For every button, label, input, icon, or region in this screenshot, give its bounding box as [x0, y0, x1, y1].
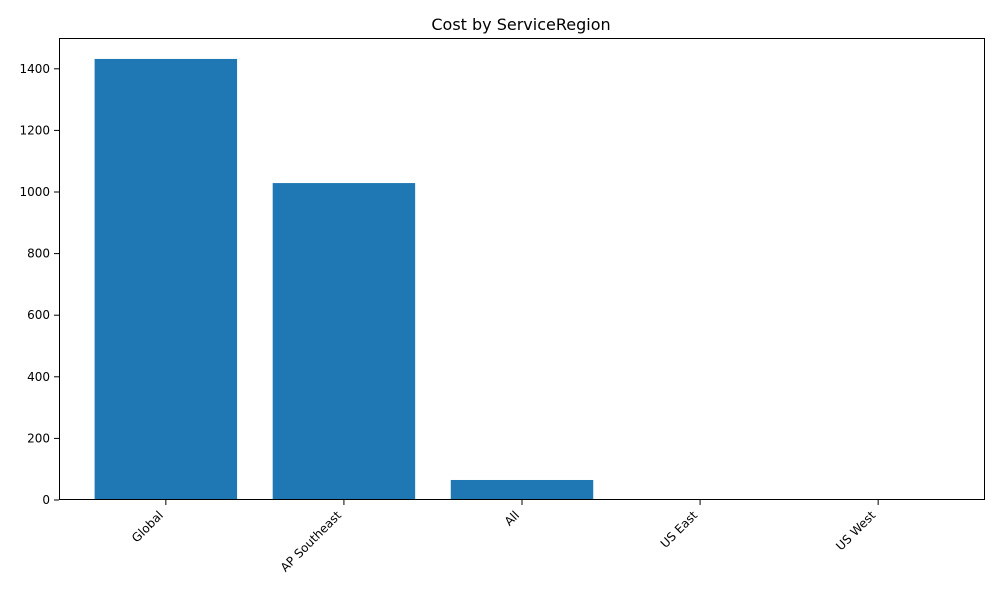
x-tick-label: US East [658, 508, 701, 551]
y-axis: 0 200 400 600 800 1000 1200 1400 [19, 62, 59, 507]
x-tick-label: US West [833, 508, 878, 553]
y-tick-label: 1200 [19, 123, 50, 137]
x-tick-label: All [502, 508, 522, 528]
y-tick-label: 1000 [19, 185, 50, 199]
bar-global [94, 58, 238, 500]
x-axis: Global AP Southeast All US East US West [129, 500, 879, 575]
y-tick-label: 400 [27, 370, 50, 384]
plot-frame [59, 38, 985, 500]
bars-layer [94, 58, 594, 500]
bar-ap-southeast [272, 183, 416, 500]
x-tick-label: Global [129, 508, 166, 545]
y-tick-label: 600 [27, 308, 50, 322]
y-tick-label: 1400 [19, 62, 50, 76]
y-tick-label: 0 [42, 493, 50, 507]
y-tick-label: 200 [27, 431, 50, 445]
bar-all [450, 479, 594, 500]
x-tick-label: AP Southeast [278, 508, 345, 575]
y-tick-label: 800 [27, 247, 50, 261]
chart-title: Cost by ServiceRegion [431, 15, 610, 34]
